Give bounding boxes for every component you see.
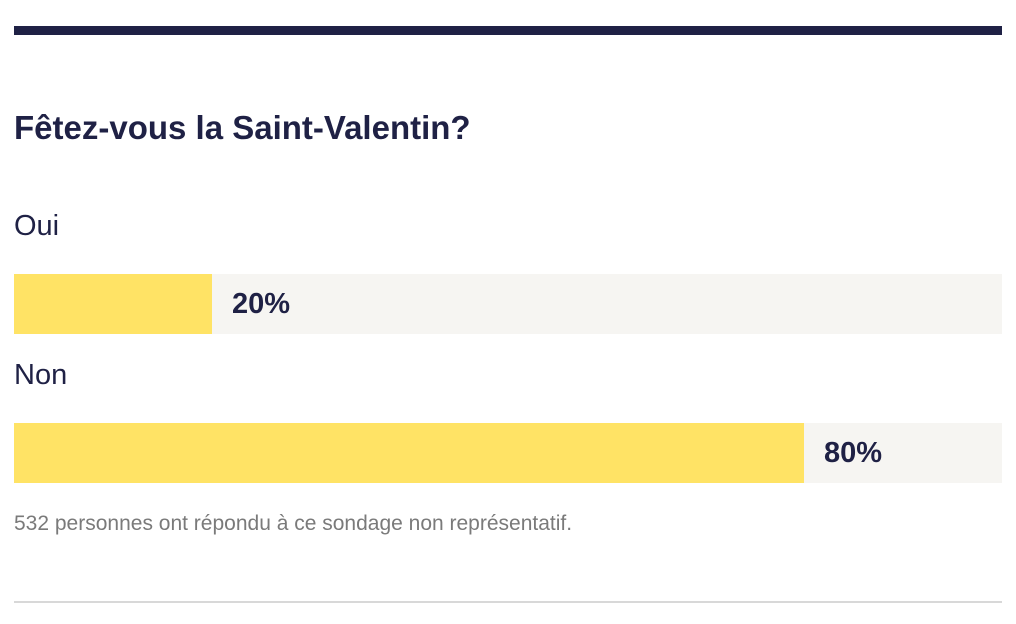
bottom-divider	[14, 601, 1002, 603]
poll-option-oui: Oui 20%	[14, 208, 1002, 334]
poll-option-label: Non	[14, 359, 68, 391]
poll-bar-fill	[14, 274, 212, 334]
top-accent-rule	[14, 26, 1002, 35]
poll-bar-track: 80%	[14, 423, 1002, 483]
poll-bar-track: 20%	[14, 274, 1002, 334]
poll-option-non: Non 80%	[14, 357, 1002, 483]
poll-footnote: 532 personnes ont répondu à ce sondage n…	[14, 512, 573, 535]
poll-question: Fêtez-vous la Saint-Valentin?	[14, 109, 471, 146]
poll-option-label: Oui	[14, 210, 60, 242]
poll-bar-percent: 80%	[824, 437, 883, 469]
poll-bar-fill	[14, 423, 804, 483]
poll-bar-percent: 20%	[232, 288, 291, 320]
